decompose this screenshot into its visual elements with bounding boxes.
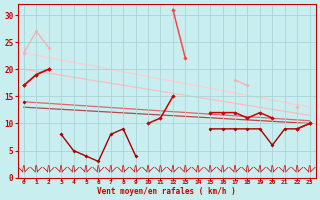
X-axis label: Vent moyen/en rafales ( km/h ): Vent moyen/en rafales ( km/h ) <box>97 187 236 196</box>
